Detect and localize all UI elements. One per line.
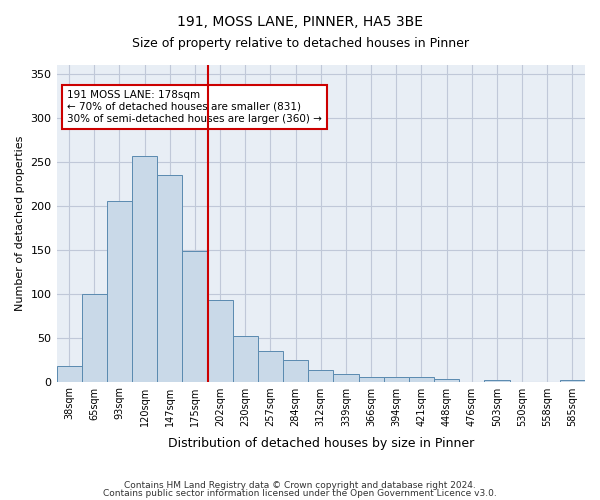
Bar bbox=[560, 380, 585, 382]
Bar bbox=[434, 379, 459, 382]
Text: Contains HM Land Registry data © Crown copyright and database right 2024.: Contains HM Land Registry data © Crown c… bbox=[124, 481, 476, 490]
Bar bbox=[334, 374, 359, 382]
Bar bbox=[308, 370, 334, 382]
Bar bbox=[157, 175, 182, 382]
Bar bbox=[258, 351, 283, 382]
Bar bbox=[82, 294, 107, 382]
Bar bbox=[182, 252, 208, 382]
X-axis label: Distribution of detached houses by size in Pinner: Distribution of detached houses by size … bbox=[167, 437, 474, 450]
Text: Size of property relative to detached houses in Pinner: Size of property relative to detached ho… bbox=[131, 38, 469, 51]
Bar bbox=[409, 377, 434, 382]
Text: 191 MOSS LANE: 178sqm
← 70% of detached houses are smaller (831)
30% of semi-det: 191 MOSS LANE: 178sqm ← 70% of detached … bbox=[67, 90, 322, 124]
Bar bbox=[132, 156, 157, 382]
Bar bbox=[208, 300, 233, 382]
Bar bbox=[56, 366, 82, 382]
Text: 191, MOSS LANE, PINNER, HA5 3BE: 191, MOSS LANE, PINNER, HA5 3BE bbox=[177, 15, 423, 29]
Bar bbox=[383, 377, 409, 382]
Bar bbox=[484, 380, 509, 382]
Bar bbox=[283, 360, 308, 382]
Bar bbox=[107, 202, 132, 382]
Bar bbox=[233, 336, 258, 382]
Bar bbox=[359, 377, 383, 382]
Text: Contains public sector information licensed under the Open Government Licence v3: Contains public sector information licen… bbox=[103, 488, 497, 498]
Y-axis label: Number of detached properties: Number of detached properties bbox=[15, 136, 25, 311]
